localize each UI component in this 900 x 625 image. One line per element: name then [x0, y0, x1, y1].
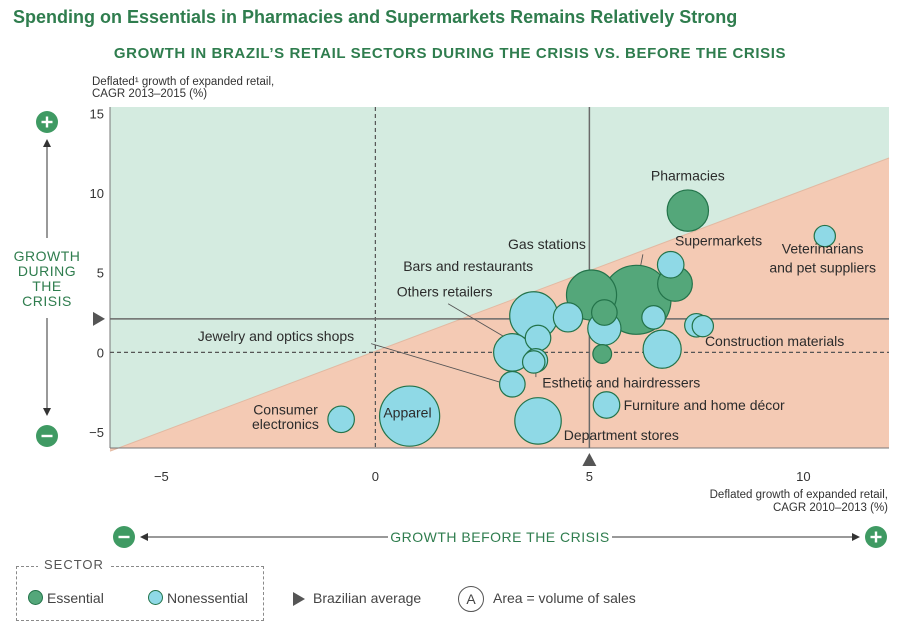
- bubble-label: Gas stations: [508, 236, 586, 252]
- bubble-label: Jewelry and optics shops: [198, 328, 354, 344]
- nonessential-bubble: [656, 250, 685, 279]
- nonessential-swatch-icon: [148, 590, 163, 605]
- x-axis-label: CAGR 2010–2013 (%): [773, 502, 888, 514]
- nonessential-bubble: [642, 329, 682, 369]
- essential-swatch-icon: [28, 590, 43, 605]
- bubble-label: and pet suppliers: [769, 260, 876, 276]
- y-axis-title: THE: [32, 278, 62, 294]
- y-tick-label: 5: [97, 266, 104, 281]
- average-x-marker-icon: [582, 453, 597, 466]
- y-tick-label: 0: [97, 345, 104, 360]
- bubble-label: Esthetic and hairdressers: [542, 374, 700, 390]
- legend-title: SECTOR: [38, 557, 110, 572]
- essential-bubble: [590, 299, 618, 326]
- area-icon: A: [458, 586, 484, 612]
- bubble-label: Consumer: [253, 402, 318, 418]
- y-tick-label: −5: [89, 425, 104, 440]
- main-title: Spending on Essentials in Pharmacies and…: [13, 7, 738, 27]
- legend-area-label: Area = volume of sales: [493, 590, 636, 606]
- nonessential-bubble: [498, 370, 526, 398]
- nonessential-bubble: [327, 405, 355, 434]
- nonessential-bubble: [592, 391, 621, 419]
- arrow-up-icon: [43, 139, 51, 147]
- y-axis-label: Deflated¹ growth of expanded retail,: [92, 76, 274, 88]
- bubble-label: Apparel: [383, 405, 431, 421]
- arrow-down-icon: [43, 408, 51, 416]
- bubble-label: Supermarkets: [675, 233, 762, 249]
- y-axis-title: GROWTH: [14, 248, 81, 264]
- nonessential-bubble: [521, 350, 546, 374]
- x-axis-title: GROWTH BEFORE THE CRISIS: [390, 529, 609, 545]
- bubble-label: Construction materials: [705, 333, 844, 349]
- average-y-marker-icon: [93, 311, 105, 326]
- bubble-label: Others retailers: [397, 284, 493, 300]
- x-tick-label: 5: [586, 469, 593, 484]
- leader-line: [447, 303, 505, 337]
- y-tick-label: 15: [90, 106, 104, 121]
- y-axis-title: DURING: [18, 263, 76, 279]
- leader-line: [370, 343, 502, 384]
- triangle-marker-icon: [293, 592, 305, 606]
- bubble-label: Furniture and home décor: [624, 397, 785, 413]
- y-axis-label: CAGR 2013–2015 (%): [92, 88, 207, 100]
- nonessential-bubble: [813, 224, 837, 248]
- nonessential-bubble: [378, 385, 441, 447]
- bubble-label: Veterinarians: [782, 241, 864, 257]
- nonessential-bubble: [552, 302, 584, 333]
- bubble-label: electronics: [252, 416, 319, 432]
- essential-bubble: [666, 189, 710, 232]
- x-tick-label: 10: [796, 469, 810, 484]
- legend-essential-label: Essential: [47, 590, 104, 606]
- x-axis-label: Deflated growth of expanded retail,: [710, 489, 888, 501]
- nonessential-bubble: [691, 314, 715, 338]
- arrow-right-icon: [852, 533, 860, 541]
- diagonal-line: [109, 157, 890, 452]
- x-tick-label: −5: [154, 469, 169, 484]
- legend-nonessential-label: Nonessential: [167, 590, 248, 606]
- x-tick-label: 0: [372, 469, 379, 484]
- arrow-left-icon: [140, 533, 148, 541]
- legend-average-label: Brazilian average: [313, 590, 422, 606]
- nonessential-bubble: [524, 324, 552, 352]
- bubble-label: Bars and restaurants: [403, 258, 533, 274]
- essential-bubble: [592, 344, 613, 364]
- bubble-label: Pharmacies: [651, 167, 725, 183]
- nonessential-bubble: [641, 304, 666, 330]
- chart-subtitle: GROWTH IN BRAZIL’S RETAIL SECTORS DURING…: [113, 45, 787, 62]
- legend-box: [16, 566, 264, 621]
- nonessential-bubble: [514, 397, 562, 445]
- bubble-label: Department stores: [564, 427, 679, 443]
- y-axis-title: CRISIS: [22, 293, 72, 309]
- y-tick-label: 10: [90, 186, 104, 201]
